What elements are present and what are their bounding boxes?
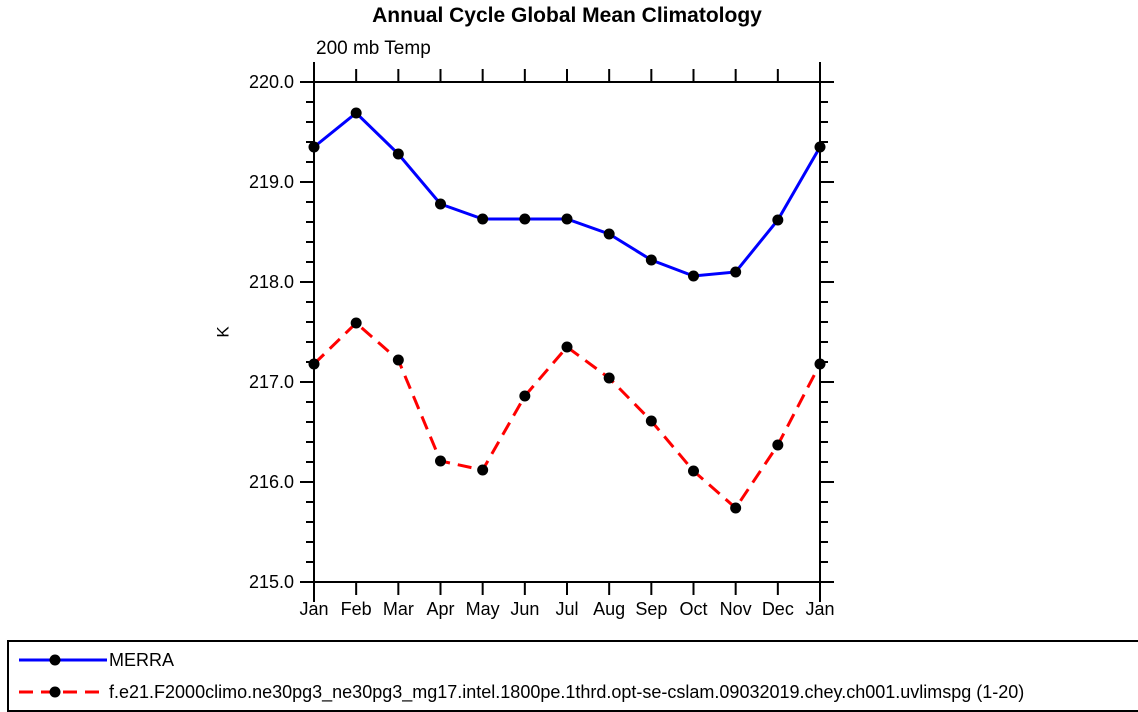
data-point-marker xyxy=(730,502,742,514)
model-run-line-sample-icon xyxy=(19,686,107,698)
x-tick-label: Nov xyxy=(720,599,752,619)
data-point-marker xyxy=(519,213,531,225)
x-tick-label: Sep xyxy=(635,599,667,619)
legend-box: MERRA f.e21.F2000climo.ne30pg3_ne30pg3_m… xyxy=(7,640,1138,712)
data-point-marker xyxy=(477,213,489,225)
y-tick-label: 218.0 xyxy=(249,272,294,292)
legend-label-model-run: f.e21.F2000climo.ne30pg3_ne30pg3_mg17.in… xyxy=(109,681,1025,702)
y-tick-label: 215.0 xyxy=(249,572,294,592)
x-tick-label: Aug xyxy=(593,599,625,619)
data-point-marker xyxy=(477,464,489,476)
x-tick-label: Dec xyxy=(762,599,794,619)
data-point-marker xyxy=(814,141,826,153)
data-point-marker xyxy=(814,358,826,370)
chart-canvas: 215.0 216.0 217.0 218.0 219.0 220.0 Jan Feb Mar A… xyxy=(249,62,835,619)
data-point-marker xyxy=(688,465,699,477)
y-axis-tick-labels: 215.0 216.0 217.0 218.0 219.0 220.0 xyxy=(249,72,294,592)
data-point-marker xyxy=(392,148,404,160)
data-point-marker xyxy=(308,141,320,153)
data-point-marker xyxy=(603,228,615,240)
data-point-marker xyxy=(350,107,362,119)
data-point-marker xyxy=(645,254,657,266)
x-tick-label: Oct xyxy=(679,599,707,619)
y-tick-label: 216.0 xyxy=(249,472,294,492)
data-point-marker xyxy=(645,415,657,427)
chart-subtitle: 200 mb Temp xyxy=(316,38,431,59)
x-tick-label: Jan xyxy=(299,599,328,619)
legend-marker-dot xyxy=(49,686,61,698)
data-point-marker xyxy=(308,358,320,370)
data-point-marker xyxy=(772,439,784,451)
data-point-marker xyxy=(435,198,446,210)
merra-line-sample-icon xyxy=(19,654,107,666)
x-tick-label: Jan xyxy=(805,599,834,619)
legend-label-merra: MERRA xyxy=(109,649,175,670)
x-tick-label: Feb xyxy=(341,599,372,619)
series-markers-0 xyxy=(308,107,826,282)
y-tick-label: 220.0 xyxy=(249,72,294,92)
data-point-marker xyxy=(350,317,362,329)
x-tick-label: Mar xyxy=(383,599,414,619)
y-tick-label: 217.0 xyxy=(249,372,294,392)
x-tick-label: Jul xyxy=(555,599,578,619)
x-tick-label: Apr xyxy=(426,599,454,619)
x-tick-label: May xyxy=(466,599,500,619)
legend-item-merra: MERRA xyxy=(19,647,1138,673)
chart-title: Annual Cycle Global Mean Climatology xyxy=(372,4,762,27)
data-point-marker xyxy=(730,266,742,278)
data-point-marker xyxy=(561,341,573,353)
data-point-marker xyxy=(603,372,615,384)
data-point-marker xyxy=(435,455,446,467)
x-axis-ticks xyxy=(313,62,821,602)
data-point-marker xyxy=(392,354,404,366)
data-point-marker xyxy=(772,214,784,226)
series-markers-1 xyxy=(308,317,826,514)
x-tick-label: Jun xyxy=(510,599,539,619)
axis-frame xyxy=(313,81,821,583)
data-point-marker xyxy=(561,213,573,225)
legend-item-model-run: f.e21.F2000climo.ne30pg3_ne30pg3_mg17.in… xyxy=(19,679,1138,705)
y-axis-ticks xyxy=(300,81,834,583)
x-axis-tick-labels: Jan Feb Mar Apr May Jun Jul Aug Sep Oct Nov Dec Jan xyxy=(299,599,834,619)
legend-marker-dot xyxy=(49,654,61,666)
y-tick-label: 219.0 xyxy=(249,172,294,192)
data-point-marker xyxy=(688,270,699,282)
data-point-marker xyxy=(519,390,531,402)
series-line-0 xyxy=(313,110,822,278)
